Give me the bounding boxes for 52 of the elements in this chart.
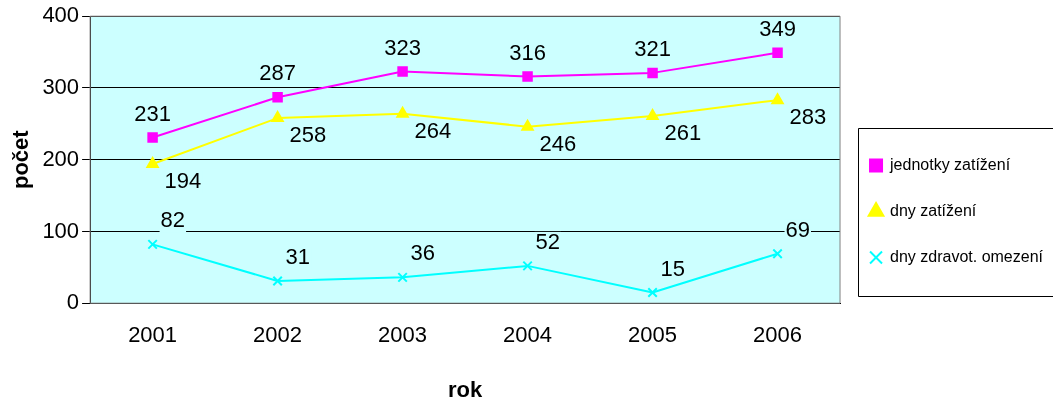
point: [522, 71, 533, 82]
point: [647, 67, 658, 79]
x-tick-label: 2004: [503, 322, 553, 348]
y-tick-label: 200: [42, 145, 80, 171]
point: [771, 93, 784, 105]
point: [647, 287, 658, 298]
legend-label: dny zdravot. omezení: [890, 247, 1044, 265]
data-label: 321: [634, 35, 671, 61]
y-tick-label: 400: [42, 2, 80, 28]
data-label: 52: [535, 228, 561, 254]
data-label: 36: [410, 240, 436, 266]
point: [396, 106, 409, 118]
y-axis-title: počet: [8, 129, 34, 190]
data-label: 69: [785, 216, 811, 242]
x-axis-title: rok: [447, 376, 483, 402]
legend-label: dny zatížení: [890, 201, 977, 219]
point: [147, 132, 158, 143]
y-tick-label: 0: [66, 289, 80, 315]
x-tick-label: 2003: [378, 322, 428, 348]
data-label: 258: [289, 122, 327, 148]
x-tick-label: 2006: [753, 322, 803, 348]
data-label: 287: [259, 60, 296, 86]
data-label: 194: [164, 168, 202, 194]
point: [272, 92, 283, 103]
legend-label: jednotky zatížení: [889, 155, 1011, 173]
data-label: 261: [664, 119, 702, 145]
point: [146, 157, 159, 169]
data-label: 82: [160, 207, 186, 233]
point: [521, 119, 534, 131]
x-tick-label: 2002: [253, 322, 303, 348]
data-label: 246: [539, 130, 577, 156]
x-tick-label: 2005: [628, 322, 678, 348]
data-label: 231: [134, 100, 171, 126]
data-label: 31: [285, 244, 311, 270]
x-tick-label: 2001: [128, 322, 178, 348]
point: [772, 47, 783, 59]
point: [522, 260, 533, 272]
data-label: 349: [759, 15, 796, 41]
point: [772, 248, 783, 259]
y-tick-label: 100: [42, 217, 80, 243]
data-label: 283: [789, 104, 827, 130]
point: [646, 108, 659, 120]
point: [397, 272, 408, 283]
data-label: 264: [414, 117, 452, 143]
data-label: 15: [660, 255, 686, 281]
y-tick-label: 300: [42, 74, 80, 100]
point: [271, 111, 284, 123]
point: [397, 66, 408, 77]
point: [272, 275, 283, 287]
data-label: 323: [384, 34, 421, 60]
data-label: 316: [509, 39, 546, 65]
point: [147, 239, 158, 250]
